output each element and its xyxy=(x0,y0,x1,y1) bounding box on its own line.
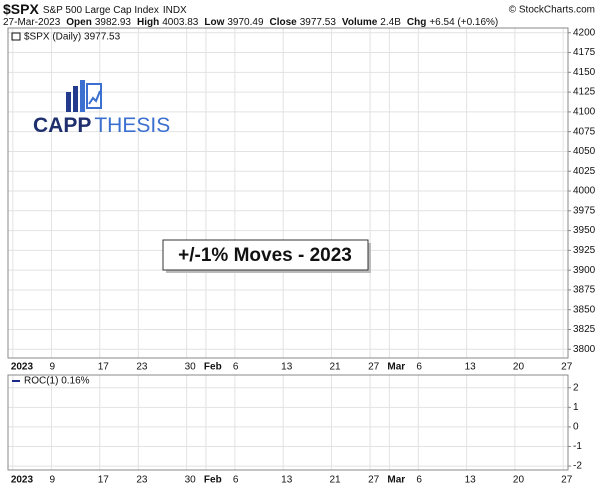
x-tick-label: Mar xyxy=(387,362,405,373)
annotation-box xyxy=(162,239,369,271)
y-tick-label: 3800 xyxy=(573,344,596,355)
header-title: $SPX S&P 500 Large Cap Index INDX xyxy=(3,1,187,17)
roc-frame xyxy=(7,374,569,471)
field-label: High xyxy=(137,17,159,28)
y-tick-label: -1 xyxy=(573,441,582,452)
roc-legend: ROC(1) 0.16% xyxy=(24,376,90,387)
x-tick-label: 9 xyxy=(49,475,55,486)
y-tick-label: 4075 xyxy=(573,126,596,137)
x-tick-label: 23 xyxy=(136,475,148,486)
copyright: © StockCharts.com xyxy=(509,5,595,16)
y-tick-label: 3900 xyxy=(573,265,596,276)
y-tick-label: 4100 xyxy=(573,107,596,118)
y-tick-label: 4175 xyxy=(573,47,596,58)
x-tick-label: 30 xyxy=(185,475,197,486)
x-tick-label: 23 xyxy=(136,362,148,373)
x-tick-label: 27 xyxy=(561,475,573,486)
y-tick-label: -2 xyxy=(573,461,582,472)
logo-bar xyxy=(73,86,78,112)
y-tick-label: 3875 xyxy=(573,285,596,296)
y-tick-label: 3950 xyxy=(573,225,596,236)
y-tick-label: 3925 xyxy=(573,245,596,256)
logo-bar xyxy=(80,80,85,112)
y-tick-label: 0 xyxy=(573,422,579,433)
x-tick-label: 6 xyxy=(416,475,422,486)
field-value: 3977.53 xyxy=(300,17,337,28)
x-tick-label: Feb xyxy=(204,475,222,486)
x-tick-label: Mar xyxy=(387,475,405,486)
x-tick-label: 30 xyxy=(185,362,197,373)
field-value: 2.4B xyxy=(380,17,401,28)
header-fields: 27-Mar-2023 Open 3982.93 High 4003.83 Low 3970… xyxy=(3,17,498,28)
y-tick-label: 4150 xyxy=(573,67,596,78)
field-value: +6.54 (+0.16%) xyxy=(429,17,498,28)
logo-arrow xyxy=(88,90,101,105)
exchange: INDX xyxy=(163,5,187,16)
y-tick-label: 4025 xyxy=(573,166,596,177)
index-name: S&P 500 Large Cap Index xyxy=(43,5,159,16)
y-tick-label: 4050 xyxy=(573,146,596,157)
logo-second: THESIS xyxy=(94,114,170,137)
field-label: Close xyxy=(270,17,298,28)
x-tick-label: 27 xyxy=(368,362,380,373)
x-tick-label: 27 xyxy=(368,475,380,486)
x-tick-label: 6 xyxy=(233,362,239,373)
field-label: Chg xyxy=(407,17,426,28)
y-tick-label: 1 xyxy=(573,402,579,413)
annotation: +/-1% Moves - 2023 xyxy=(178,245,352,266)
field-value: 3970.49 xyxy=(227,17,264,28)
x-tick-label: 2023 xyxy=(11,475,34,486)
x-tick-label: 20 xyxy=(513,362,525,373)
x-tick-label: 2023 xyxy=(11,362,34,373)
x-tick-label: 13 xyxy=(465,362,477,373)
x-tick-label: Feb xyxy=(204,362,222,373)
logo-first: CAPP xyxy=(33,114,91,137)
y-tick-label: 3975 xyxy=(573,205,596,216)
y-tick-label: 4200 xyxy=(573,27,596,38)
field-label: Low xyxy=(204,17,224,28)
symbol: $SPX xyxy=(3,1,39,17)
x-tick-label: 13 xyxy=(281,362,293,373)
grid: 3800 3825 3850 3875 3900 3925 3950 3975 4000 4025… xyxy=(8,27,596,486)
x-tick-label: 21 xyxy=(329,475,341,486)
x-tick-label: 21 xyxy=(329,362,341,373)
y-tick-label: 4125 xyxy=(573,87,596,98)
field-value: 4003.83 xyxy=(162,17,199,28)
date: 27-Mar-2023 xyxy=(3,17,61,28)
y-tick-label: 2 xyxy=(573,382,579,393)
x-tick-label: 13 xyxy=(465,475,477,486)
x-tick-label: 17 xyxy=(98,475,110,486)
logo: CAPP THESIS xyxy=(33,80,170,137)
legend: $SPX (Daily) 3977.53 xyxy=(24,32,121,43)
logo-text: CAPP THESIS xyxy=(33,114,170,137)
x-tick-label: 6 xyxy=(233,475,239,486)
x-tick-label: 17 xyxy=(98,362,110,373)
x-tick-label: 27 xyxy=(561,362,573,373)
x-tick-label: 20 xyxy=(513,475,525,486)
logo-bar xyxy=(66,92,71,112)
y-tick-label: 3825 xyxy=(573,324,596,335)
x-tick-label: 6 xyxy=(416,362,422,373)
legend-marker xyxy=(11,32,21,41)
field-label: Open xyxy=(66,17,92,28)
field-value: 3982.93 xyxy=(95,17,132,28)
y-tick-label: 3850 xyxy=(573,304,596,315)
x-tick-label: 9 xyxy=(49,362,55,373)
field-label: Volume xyxy=(342,17,378,28)
y-tick-label: 4000 xyxy=(573,186,596,197)
x-tick-label: 13 xyxy=(281,475,293,486)
price-frame xyxy=(7,27,569,359)
